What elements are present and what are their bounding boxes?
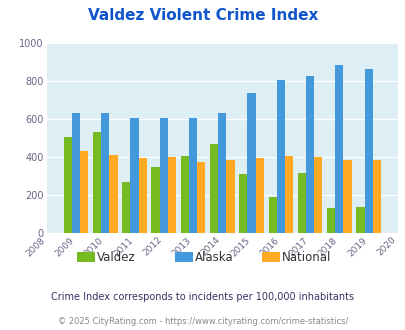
Bar <box>109 155 117 233</box>
Bar <box>72 113 80 233</box>
Bar <box>167 157 176 233</box>
Bar <box>305 76 313 233</box>
Text: Valdez Violent Crime Index: Valdez Violent Crime Index <box>87 8 318 23</box>
Bar <box>239 174 247 233</box>
Bar <box>284 156 292 233</box>
Text: Valdez: Valdez <box>97 250 136 264</box>
Text: National: National <box>281 250 330 264</box>
Bar <box>335 65 343 233</box>
Bar <box>226 160 234 233</box>
Text: Crime Index corresponds to incidents per 100,000 inhabitants: Crime Index corresponds to incidents per… <box>51 292 354 302</box>
Bar <box>197 162 205 233</box>
Bar <box>80 151 88 233</box>
Text: © 2025 CityRating.com - https://www.cityrating.com/crime-statistics/: © 2025 CityRating.com - https://www.city… <box>58 317 347 326</box>
Bar <box>268 197 276 233</box>
Text: Alaska: Alaska <box>194 250 233 264</box>
Bar <box>209 144 217 233</box>
Bar <box>93 132 101 233</box>
Bar <box>64 137 72 233</box>
Bar <box>356 208 364 233</box>
Bar <box>159 118 167 233</box>
Bar <box>180 156 188 233</box>
Bar <box>130 118 138 233</box>
Bar <box>255 157 263 233</box>
Bar <box>297 173 305 233</box>
Bar <box>313 157 322 233</box>
Bar <box>276 80 284 233</box>
Bar <box>122 182 130 233</box>
Bar <box>138 157 147 233</box>
Bar <box>364 69 372 233</box>
Bar <box>247 93 255 233</box>
Bar <box>343 160 351 233</box>
Bar <box>326 208 335 233</box>
Bar <box>372 160 380 233</box>
Bar <box>188 118 197 233</box>
Bar <box>217 113 226 233</box>
Bar <box>151 167 159 233</box>
Bar <box>101 113 109 233</box>
